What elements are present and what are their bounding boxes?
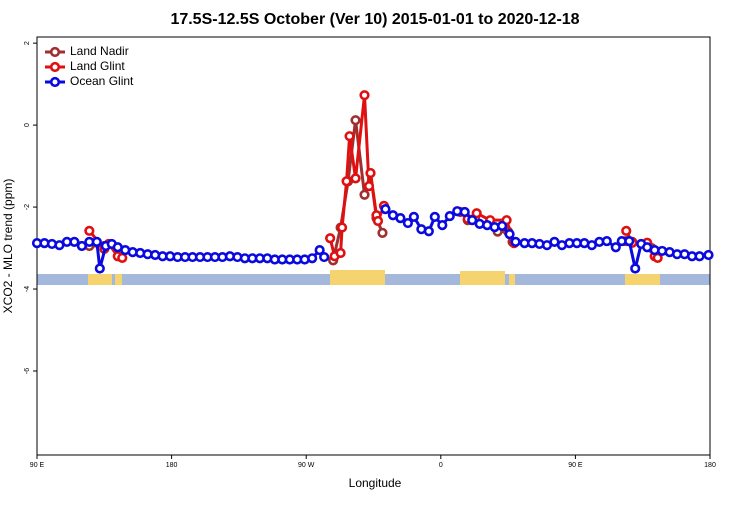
x-tick-label: 90 E xyxy=(568,462,583,469)
data-point xyxy=(497,220,508,232)
land-patch xyxy=(330,270,385,285)
y-tick-label: -2 xyxy=(24,204,31,210)
x-axis-label: Longitude xyxy=(349,476,402,490)
data-point xyxy=(69,236,80,248)
data-point xyxy=(471,208,482,219)
land-mask-band xyxy=(37,270,710,285)
data-point xyxy=(504,229,515,240)
land-patch xyxy=(88,274,112,285)
data-point xyxy=(429,211,440,223)
y-axis-label: XCO2 - MLO trend (ppm) xyxy=(1,179,15,314)
data-point xyxy=(402,217,413,229)
data-point xyxy=(621,225,632,236)
legend-label: Ocean Glint xyxy=(70,74,134,88)
data-point xyxy=(395,213,406,224)
data-point xyxy=(694,251,705,262)
x-tick-label: 180 xyxy=(704,462,716,469)
x-tick-label: 180 xyxy=(166,462,178,469)
y-tick-label: 2 xyxy=(24,41,31,45)
data-point xyxy=(624,235,635,247)
data-point xyxy=(350,173,361,184)
legend-marker xyxy=(49,61,61,73)
data-point xyxy=(359,189,370,200)
legend-label: Land Glint xyxy=(70,59,125,73)
data-point xyxy=(319,251,330,263)
series xyxy=(31,204,714,274)
data-point xyxy=(437,220,448,231)
data-point xyxy=(325,233,336,244)
data-point xyxy=(372,215,384,227)
land-patch xyxy=(115,274,122,285)
y-tick-label: 0 xyxy=(24,123,31,127)
data-point xyxy=(341,176,352,187)
data-point xyxy=(91,236,102,248)
data-point xyxy=(314,244,325,256)
data-point xyxy=(380,204,391,215)
data-point xyxy=(365,167,376,179)
land-patch xyxy=(625,274,660,285)
data-point xyxy=(335,247,346,259)
data-point xyxy=(94,263,105,274)
data-point xyxy=(344,131,355,142)
data-point xyxy=(423,226,434,237)
data-point xyxy=(703,249,714,261)
x-tick-label: 90 E xyxy=(30,462,45,469)
y-tick-label: -6 xyxy=(24,368,31,374)
data-point xyxy=(459,206,470,218)
data-point xyxy=(630,263,641,274)
data-point xyxy=(336,222,348,233)
legend-label: Land Nadir xyxy=(70,44,129,58)
data-point xyxy=(408,211,419,223)
data-point xyxy=(84,225,95,236)
data-point xyxy=(359,90,370,101)
data-point xyxy=(117,252,128,263)
series xyxy=(84,90,663,263)
x-tick-label: 90 W xyxy=(298,462,315,469)
data-point xyxy=(377,227,388,238)
data-point xyxy=(76,240,87,252)
x-tick-label: 0 xyxy=(439,462,443,469)
land-patch xyxy=(509,274,515,285)
chart-title: 17.5S-12.5S October (Ver 10) 2015-01-01 … xyxy=(170,11,579,28)
data-point xyxy=(601,235,612,247)
legend-marker xyxy=(49,46,61,58)
data-point xyxy=(350,115,361,126)
data-point xyxy=(467,215,478,226)
plot-frame xyxy=(36,36,711,456)
data-point xyxy=(610,242,621,253)
land-patch xyxy=(460,271,505,285)
legend-marker xyxy=(49,76,61,88)
data-point xyxy=(510,236,521,248)
data-point xyxy=(444,210,455,222)
data-point xyxy=(363,181,375,192)
data-point xyxy=(307,253,318,264)
y-tick-label: -4 xyxy=(24,286,31,292)
